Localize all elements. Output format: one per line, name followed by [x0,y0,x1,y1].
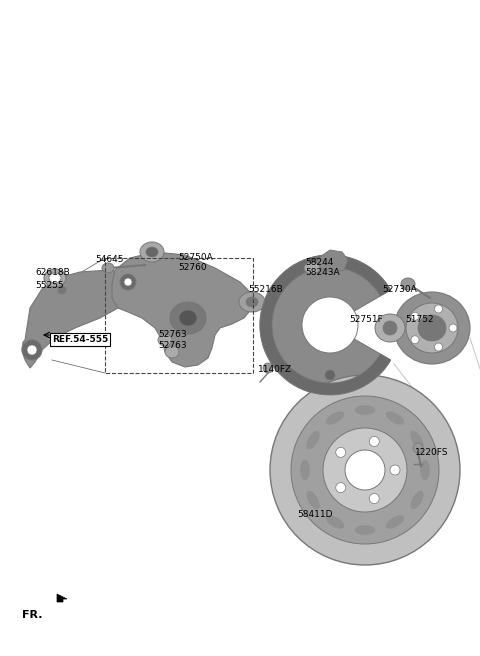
Ellipse shape [383,321,397,335]
Polygon shape [57,594,67,602]
Ellipse shape [304,262,320,274]
Ellipse shape [386,412,404,424]
Ellipse shape [355,405,375,415]
Ellipse shape [410,431,423,449]
Ellipse shape [336,447,346,457]
Text: 52730A: 52730A [382,285,417,294]
Text: 52763: 52763 [158,341,187,350]
Text: 51752: 51752 [405,315,433,324]
Ellipse shape [369,493,379,504]
Ellipse shape [326,412,344,424]
Text: FR.: FR. [22,610,43,620]
Ellipse shape [411,312,419,320]
Polygon shape [22,270,135,368]
Ellipse shape [22,340,42,360]
Ellipse shape [246,297,258,307]
Text: 58411D: 58411D [297,510,333,519]
Text: 58244: 58244 [305,258,334,267]
Ellipse shape [291,396,439,544]
Ellipse shape [58,286,66,294]
Wedge shape [302,297,358,353]
Text: 52750A: 52750A [178,253,213,262]
Ellipse shape [390,465,400,475]
Ellipse shape [355,525,375,535]
Ellipse shape [300,460,310,480]
Ellipse shape [325,370,335,380]
Text: 58243A: 58243A [305,268,340,277]
Text: 52763: 52763 [158,330,187,339]
Ellipse shape [165,346,179,358]
Ellipse shape [413,443,423,453]
Ellipse shape [120,274,136,290]
Ellipse shape [401,278,415,290]
Text: 1140FZ: 1140FZ [258,365,292,374]
Ellipse shape [307,431,319,449]
Ellipse shape [49,273,61,283]
Ellipse shape [336,483,346,493]
Ellipse shape [410,491,423,509]
Ellipse shape [434,305,443,313]
Ellipse shape [146,247,158,257]
Ellipse shape [307,491,319,509]
Ellipse shape [345,450,385,490]
Text: 54645: 54645 [95,255,123,264]
Text: REF.54-555: REF.54-555 [52,335,108,344]
Ellipse shape [124,278,132,286]
Ellipse shape [44,269,66,287]
Ellipse shape [449,324,457,332]
Ellipse shape [369,436,379,447]
Ellipse shape [420,460,430,480]
Ellipse shape [170,302,206,334]
Text: 55255: 55255 [35,281,64,290]
Ellipse shape [418,315,446,341]
Polygon shape [316,250,348,272]
Text: 1220FS: 1220FS [415,448,448,457]
Ellipse shape [375,314,405,342]
Ellipse shape [323,428,407,512]
Ellipse shape [239,292,265,312]
Ellipse shape [158,334,172,346]
Wedge shape [260,255,391,395]
Ellipse shape [263,363,273,373]
Ellipse shape [394,292,470,364]
Ellipse shape [27,345,37,355]
Ellipse shape [270,375,460,565]
Ellipse shape [179,310,197,326]
Text: 62618B: 62618B [35,268,70,277]
Polygon shape [112,252,252,367]
Text: 52760: 52760 [178,263,206,272]
Text: 52751F: 52751F [349,315,383,324]
Ellipse shape [140,242,164,262]
Ellipse shape [406,303,458,353]
Ellipse shape [411,336,419,344]
Ellipse shape [386,516,404,528]
Text: 55216B: 55216B [248,285,283,294]
Wedge shape [260,255,391,395]
Ellipse shape [434,343,443,351]
Ellipse shape [326,516,344,528]
Ellipse shape [102,263,114,273]
Bar [105,258,253,373]
